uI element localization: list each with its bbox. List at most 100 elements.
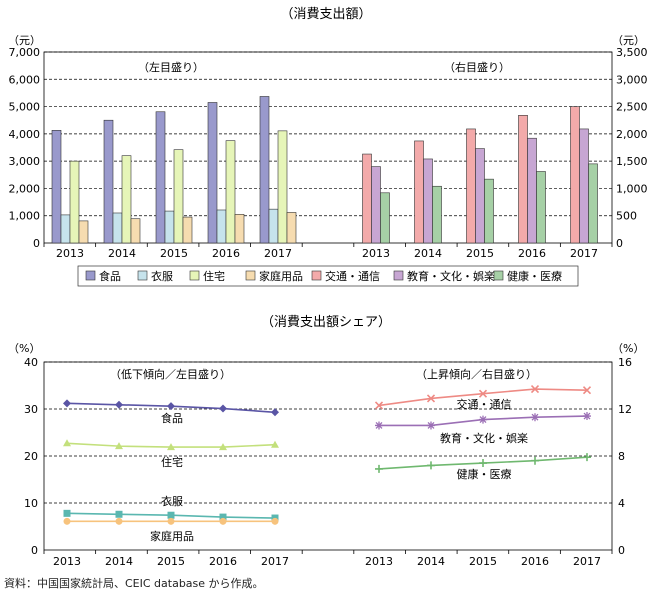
- line-left-ytick: 20: [24, 450, 38, 463]
- legend-item-家庭用品: 家庭用品: [245, 269, 303, 283]
- legend-swatch: [85, 270, 96, 281]
- bar-left-ytick: 1,000: [9, 210, 41, 223]
- line-series-健康・医療: [375, 453, 591, 473]
- bar-right-xtick: 2013: [362, 247, 390, 260]
- bar-right-ytick: 1,000: [616, 182, 648, 195]
- bar-right-ytick: 2,000: [616, 128, 648, 141]
- line-label-家庭用品: 家庭用品: [150, 529, 194, 543]
- bar-住宅-2014: [121, 155, 132, 244]
- marker-point: [530, 384, 540, 394]
- legend-label: 健康・医療: [507, 269, 562, 283]
- bar-住宅-2013: [69, 160, 80, 244]
- legend-item-衣服: 衣服: [137, 269, 173, 283]
- bar-衣服-2013: [60, 214, 71, 244]
- marker-point: [167, 511, 175, 519]
- legend-swatch: [245, 270, 256, 281]
- bar-chart-title: （消費支出額）: [280, 7, 371, 22]
- line-left-xtick: 2017: [261, 555, 289, 568]
- legend-swatch: [493, 270, 504, 281]
- legend-label: 衣服: [151, 269, 173, 283]
- bar-left-ytick: 5,000: [9, 101, 41, 114]
- marker-point: [583, 412, 591, 421]
- bar-教育・文化・娯楽-2013: [371, 166, 381, 244]
- bar-left-unit: （元）: [8, 34, 41, 47]
- marker-point: [583, 453, 591, 462]
- bar-left-xtick: 2013: [56, 247, 84, 260]
- bar-left-xtick: 2016: [212, 247, 240, 260]
- bar-left-xtick: 2017: [264, 247, 292, 260]
- bar-食品-2017: [259, 96, 270, 244]
- bar-right-ytick: 0: [616, 237, 623, 250]
- bar-left-ytick: 4,000: [9, 128, 41, 141]
- line-series-住宅: [63, 439, 279, 451]
- legend-label: 教育・文化・娯楽: [407, 269, 495, 283]
- line-series-食品: [63, 399, 279, 417]
- legend-item-教育・文化・娯楽: 教育・文化・娯楽: [393, 269, 495, 283]
- legend-item-交通・通信: 交通・通信: [311, 269, 380, 283]
- bar-right-xtick: 2014: [414, 247, 442, 260]
- line-chart-title: （消費支出額シェア）: [261, 315, 391, 330]
- marker-point: [219, 517, 227, 525]
- bar-legend-frame: [77, 265, 579, 287]
- marker-point: [115, 517, 123, 525]
- line-right-xtick: 2013: [365, 555, 393, 568]
- marker-point: [478, 389, 488, 398]
- marker-point: [115, 442, 123, 450]
- marker-point: [219, 443, 227, 451]
- marker-point: [375, 421, 383, 430]
- marker-point: [427, 461, 435, 470]
- marker-point: [479, 415, 487, 424]
- line-label-衣服: 衣服: [161, 494, 183, 508]
- bar-交通・通信-2016: [518, 115, 528, 244]
- bar-left-ytick: 7,000: [9, 46, 41, 59]
- bar-衣服-2014: [112, 212, 123, 244]
- legend-item-住宅: 住宅: [189, 269, 225, 283]
- bar-left-ytick: 0: [33, 237, 40, 250]
- legend-swatch: [393, 270, 404, 281]
- legend-swatch: [311, 270, 322, 281]
- marker-point: [115, 510, 123, 518]
- line-left-ytick: 10: [24, 497, 38, 510]
- bar-食品-2013: [51, 130, 62, 244]
- bar-right-xtick: 2015: [466, 247, 494, 260]
- marker-point: [271, 440, 279, 448]
- bar-right-ytick: 2,500: [616, 101, 648, 114]
- marker-point: [63, 399, 71, 408]
- bar-教育・文化・娯楽-2014: [423, 158, 433, 244]
- bar-衣服-2016: [216, 209, 227, 244]
- bar-食品-2015: [155, 111, 166, 244]
- bar-健康・医療-2013: [380, 192, 390, 244]
- marker-point: [271, 408, 279, 417]
- bar-健康・医療-2014: [432, 185, 442, 244]
- line-right-ytick: 12: [618, 403, 632, 416]
- bar-家庭用品-2015: [182, 216, 193, 244]
- bar-住宅-2016: [225, 140, 236, 244]
- line-left-ytick: 30: [24, 403, 38, 416]
- marker-point: [374, 401, 384, 410]
- marker-point: [167, 443, 175, 451]
- source-note: 資料：中国国家統計局、CEIC database から作成。: [4, 577, 264, 590]
- line-right-ytick: 16: [618, 356, 632, 369]
- bar-交通・通信-2017: [570, 106, 580, 244]
- bar-right-ytick: 500: [616, 210, 637, 223]
- marker-point: [531, 413, 539, 422]
- marker-point: [375, 464, 383, 473]
- legend-label: 交通・通信: [325, 269, 380, 283]
- bar-right-ytick: 3,500: [616, 46, 648, 59]
- line-right-xtick: 2017: [573, 555, 601, 568]
- bar-家庭用品-2013: [78, 220, 89, 244]
- legend-swatch: [137, 270, 148, 281]
- marker-point: [167, 402, 175, 411]
- bar-交通・通信-2015: [466, 128, 476, 244]
- legend-label: 家庭用品: [259, 269, 303, 283]
- marker-point: [479, 459, 487, 468]
- legend-swatch: [189, 270, 200, 281]
- bar-教育・文化・娯楽-2017: [579, 128, 589, 244]
- line-label-食品: 食品: [161, 411, 183, 425]
- line-series-交通・通信: [374, 384, 592, 410]
- bar-健康・医療-2015: [484, 178, 494, 244]
- marker-point: [271, 517, 279, 525]
- marker-point: [426, 394, 436, 403]
- bar-right-ytick: 3,000: [616, 73, 648, 86]
- line-left-xtick: 2015: [157, 555, 185, 568]
